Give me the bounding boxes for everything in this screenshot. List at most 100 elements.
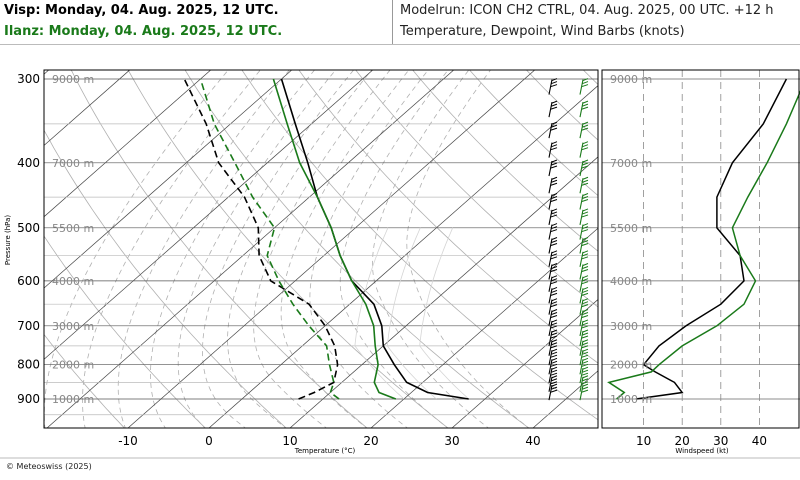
ilanz-wind-barb <box>579 250 589 267</box>
moist-adiabat <box>280 70 410 428</box>
moist-adiabat <box>339 70 449 428</box>
windspeed-tick-label: 10 <box>636 434 651 448</box>
visp-wind-barb <box>548 357 558 375</box>
parameters-subtitle: Temperature, Dewpoint, Wind Barbs (knots… <box>400 24 685 39</box>
moist-adiabat <box>177 70 337 428</box>
visp-wind-barb <box>548 263 558 280</box>
temperature-tick-label: 30 <box>444 434 459 448</box>
visp-wind-barb <box>548 339 558 356</box>
windspeed-axis-label: Windspeed (kt) <box>675 447 728 455</box>
height-label: 3000 m <box>52 320 94 333</box>
isotherm <box>451 299 598 428</box>
visp-wind-barb <box>548 275 558 292</box>
visp-wind-barb <box>548 250 558 267</box>
visp-wind-barb <box>548 176 558 194</box>
wind-height-label: 5500 m <box>610 222 652 235</box>
ilanz-wind-barb <box>579 159 589 177</box>
temperature-axis-label: Temperature (°C) <box>294 447 356 455</box>
moist-adiabat <box>253 70 391 428</box>
dry-adiabat <box>525 70 598 141</box>
dry-adiabat <box>629 59 800 444</box>
isotherm <box>695 70 800 428</box>
header-separator <box>0 44 800 45</box>
visp-wind-barb <box>548 121 558 139</box>
pressure-tick-label: 300 <box>17 72 40 86</box>
dry-adiabat <box>412 70 598 252</box>
modelrun-title: Modelrun: ICON CH2 CTRL, 04. Aug. 2025, … <box>400 3 774 18</box>
dry-adiabat <box>184 70 530 428</box>
parcel-path <box>419 227 469 400</box>
isotherm <box>289 156 598 428</box>
dry-adiabat <box>44 235 206 428</box>
wind-barbs <box>548 78 589 401</box>
ilanz-wind-barb <box>579 121 589 139</box>
visp-wind-barb <box>548 78 558 95</box>
visp-windspeed-line <box>635 78 788 400</box>
ilanz-wind-barb <box>579 223 589 240</box>
dry-adiabat <box>241 70 598 421</box>
visp-wind-barb <box>548 237 558 254</box>
temperature-tick-label: 10 <box>282 434 297 448</box>
pressure-axis-label: Pressure (hPa) <box>4 215 12 265</box>
visp-wind-barb <box>548 193 558 210</box>
moist-adiabat <box>372 70 490 428</box>
visp-temperature-line <box>280 78 469 400</box>
ilanz-wind-barb <box>579 286 589 304</box>
copyright-footer: © Meteoswiss (2025) <box>6 462 92 471</box>
height-label: 9000 m <box>52 73 94 86</box>
ilanz-wind-barb <box>579 319 589 337</box>
isotherm <box>44 70 292 289</box>
height-label: 2000 m <box>52 359 94 372</box>
pressure-tick-label: 600 <box>17 274 40 288</box>
visp-wind-barb <box>548 383 558 401</box>
ilanz-wind-barb <box>579 309 589 326</box>
parcel-path <box>386 227 437 400</box>
isotherm <box>44 70 373 360</box>
wind-height-label: 4000 m <box>610 275 652 288</box>
temperature-tick-label: 20 <box>363 434 378 448</box>
ilanz-wind-barb <box>579 237 589 254</box>
visp-wind-barb <box>548 298 558 315</box>
temperature-tick-label: 40 <box>525 434 540 448</box>
height-label: 5500 m <box>52 222 94 235</box>
visp-wind-barb <box>548 309 558 326</box>
visp-wind-barb <box>548 159 558 177</box>
moist-adiabat <box>150 70 316 428</box>
visp-wind-barb <box>548 286 558 304</box>
ilanz-wind-barb <box>579 339 589 356</box>
dry-adiabat <box>355 70 598 308</box>
moist-adiabat <box>117 70 290 428</box>
ilanz-wind-barb <box>579 329 589 347</box>
moist-adiabat <box>202 70 355 428</box>
dry-adiabat <box>44 129 287 428</box>
pressure-tick-label: 900 <box>17 392 40 406</box>
visp-wind-barb <box>548 329 558 347</box>
height-label: 4000 m <box>52 275 94 288</box>
windspeed-tick-label: 40 <box>752 434 767 448</box>
wind-height-label: 7000 m <box>610 157 652 170</box>
isotherm <box>44 70 211 218</box>
ilanz-title: Ilanz: Monday, 04. Aug. 2025, 12 UTC. <box>4 24 283 39</box>
ilanz-windspeed-line <box>607 90 800 400</box>
visp-wind-barb <box>548 223 558 240</box>
isotherm <box>46 70 454 428</box>
ilanz-wind-barb <box>579 208 589 226</box>
windspeed-panel <box>602 70 800 428</box>
wind-height-label: 9000 m <box>610 73 652 86</box>
windspeed-tick-label: 30 <box>713 434 728 448</box>
isotherm <box>370 227 598 428</box>
ilanz-wind-barb <box>579 275 589 292</box>
wind-height-label: 2000 m <box>610 359 652 372</box>
ilanz-wind-barb <box>579 176 589 194</box>
visp-wind-barb <box>548 141 558 158</box>
ilanz-temperature-line <box>272 78 397 400</box>
moist-adiabat <box>82 70 261 428</box>
ilanz-wind-barb <box>579 366 589 384</box>
moist-adiabat <box>227 70 373 428</box>
height-label: 7000 m <box>52 157 94 170</box>
dry-adiabat <box>127 70 449 428</box>
ilanz-wind-barb <box>579 263 589 280</box>
dry-adiabat <box>685 59 800 444</box>
windspeed-tick-label: 20 <box>675 434 690 448</box>
